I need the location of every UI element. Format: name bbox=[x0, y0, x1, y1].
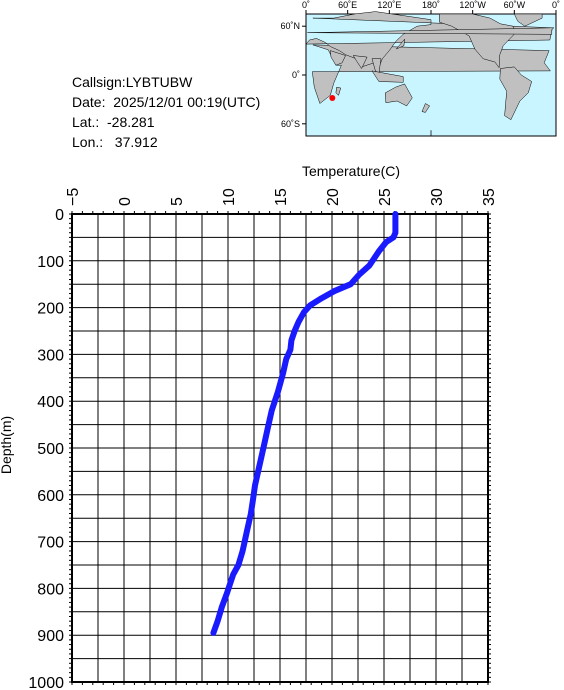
world-map: 0˚ 60˚E 120˚E 180˚ 120˚W 60˚W 0˚ 60˚N 0˚ 60˚S bbox=[280, 0, 560, 137]
x-tick-label: −5 bbox=[65, 188, 82, 206]
y-tick-label: 400 bbox=[37, 394, 64, 411]
land-australia bbox=[384, 83, 413, 107]
map-top-label: 120˚E bbox=[377, 0, 401, 10]
y-tick-label: 700 bbox=[37, 535, 64, 552]
x-tick-label: 10 bbox=[221, 188, 238, 206]
land-india bbox=[352, 55, 368, 70]
land-south-america bbox=[499, 66, 532, 121]
y-tick-labels: 0 100 200 300 400 500 600 700 800 900 1000 bbox=[28, 207, 64, 690]
map-left-label: 60˚N bbox=[280, 21, 300, 31]
y-tick-label: 500 bbox=[37, 441, 64, 458]
map-left-label: 60˚S bbox=[281, 119, 300, 129]
land-japan bbox=[396, 38, 405, 50]
map-left-label: 0˚ bbox=[292, 70, 300, 80]
latitude-text: Lat.: -28.281 bbox=[72, 114, 155, 130]
land-arabia bbox=[330, 50, 346, 66]
land-greenland bbox=[513, 13, 543, 27]
y-tick-label: 300 bbox=[37, 347, 64, 364]
map-top-label: 0˚ bbox=[302, 0, 310, 10]
x-tick-label: 15 bbox=[273, 188, 290, 206]
chart-grid bbox=[71, 213, 489, 683]
map-top-labels: 0˚ 60˚E 120˚E 180˚ 120˚W 60˚W 0˚ bbox=[302, 0, 560, 14]
y-tick-label: 100 bbox=[37, 254, 64, 271]
land-nz bbox=[421, 103, 430, 113]
map-top-label: 120˚W bbox=[459, 0, 486, 10]
x-tick-label: 30 bbox=[429, 188, 446, 206]
temperature-profile-line bbox=[210, 211, 399, 636]
land-uk bbox=[307, 27, 555, 35]
plot-frame bbox=[71, 213, 489, 683]
x-tick-label: 0 bbox=[117, 197, 134, 206]
x-tick-label: 20 bbox=[325, 188, 342, 206]
map-land bbox=[305, 11, 555, 136]
map-top-label: 180˚ bbox=[422, 0, 440, 10]
station-marker bbox=[329, 95, 336, 102]
map-top-label: 60˚W bbox=[504, 0, 526, 10]
date-text: Date: 2025/12/01 00:19(UTC) bbox=[72, 94, 261, 110]
x-axis-title: Temperature(C) bbox=[302, 163, 400, 179]
y-tick-label: 0 bbox=[55, 207, 64, 224]
y-tick-label: 1000 bbox=[28, 675, 64, 690]
land-indonesia bbox=[371, 70, 404, 83]
x-tick-labels: −5 0 5 10 15 20 25 30 35 bbox=[65, 188, 498, 206]
land-madagascar bbox=[335, 86, 342, 96]
y-tick-label: 800 bbox=[37, 581, 64, 598]
y-tick-label: 900 bbox=[37, 628, 64, 645]
callsign-text: Callsign:LYBTUBW bbox=[72, 74, 193, 90]
map-top-label: 0˚ bbox=[552, 0, 560, 10]
y-axis-title: Depth(m) bbox=[0, 416, 14, 474]
y-tick-label: 600 bbox=[37, 488, 64, 505]
map-left-labels: 60˚N 0˚ 60˚S bbox=[280, 21, 306, 129]
x-tick-label: 35 bbox=[481, 188, 498, 206]
map-top-label: 60˚E bbox=[338, 0, 357, 10]
x-tick-label: 25 bbox=[377, 188, 394, 206]
y-tick-label: 200 bbox=[37, 301, 64, 318]
x-tick-label: 5 bbox=[169, 197, 186, 206]
longitude-text: Lon.: 37.912 bbox=[72, 134, 158, 150]
